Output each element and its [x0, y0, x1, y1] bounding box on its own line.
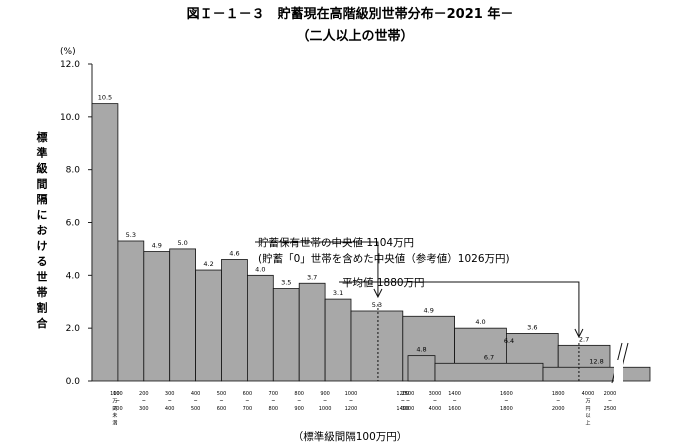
- y-axis-label-char: に: [37, 209, 48, 222]
- chart-subtitle: （二人以上の世帯）: [296, 28, 413, 44]
- bar: [221, 259, 248, 382]
- bar: [324, 298, 352, 382]
- median-pointer: [255, 241, 379, 296]
- x-tick-label: 1800 ~2000: [552, 391, 565, 412]
- x-tick-label: 500 ~600: [217, 391, 227, 412]
- y-tick-label: 12.0: [60, 60, 80, 70]
- bar-value-label: 6.4: [504, 337, 514, 345]
- x-tick-label: 3000 ~4000: [429, 391, 442, 412]
- y-tick-label: 10.0: [60, 113, 80, 123]
- median-arrowhead: [373, 288, 383, 299]
- y-axis-label-char: 準: [37, 146, 48, 160]
- y-axis-label-char: 世: [37, 270, 48, 284]
- y-tick-label: 0.0: [66, 377, 81, 387]
- bar-value-label: 3.6: [527, 323, 537, 331]
- y-axis-label-char: る: [37, 255, 48, 268]
- axis-break-gap: [614, 360, 623, 384]
- y-ticks: 0.0 2.0 4.0 6.0 8.0 10.0 12.0: [60, 60, 93, 387]
- bar: [434, 362, 544, 382]
- bar-value-label: 4.2: [203, 260, 213, 268]
- x-tick-label: 4000 万円以上: [582, 391, 595, 427]
- median-reference-annotation: (貯蓄「0」世帯を含めた中央値（参考値）1026万円): [258, 252, 510, 265]
- y-tick-label: 4.0: [66, 271, 81, 281]
- y-axis-label-char: 割: [37, 301, 48, 315]
- x-tick-label: 200 ~300: [139, 391, 149, 412]
- bar-value-label: 5.3: [372, 301, 382, 309]
- bar-value-label: 5.0: [177, 239, 187, 247]
- bar-value-label: 2.7: [579, 335, 589, 343]
- x-tick-label: 600 ~700: [243, 391, 253, 412]
- bar-value-label: 10.5: [98, 94, 112, 102]
- y-axis-label-char: 合: [37, 316, 49, 330]
- y-tick-label: 6.0: [66, 219, 81, 229]
- x-tick-label: 2000 ~2500: [604, 391, 617, 412]
- bar: [246, 274, 274, 382]
- bar-value-label: 12.8: [589, 357, 603, 365]
- bar: [143, 251, 171, 382]
- x-tick-label: 100 ~200: [113, 391, 123, 412]
- bar-value-label: 3.1: [333, 289, 343, 297]
- bar-value-label: 4.6: [229, 249, 239, 257]
- bar-value-label: 4.0: [255, 265, 265, 273]
- x-tick-label: 2500 ~3000: [402, 391, 415, 412]
- bar: [117, 240, 145, 382]
- x-tick-label: 1600 ~1800: [500, 391, 513, 412]
- x-axis-label: （標準級間隔100万円）: [293, 430, 408, 443]
- chart-title: 図Ｉ－１－３ 貯蓄現在高階級別世帯分布－2021 年－: [187, 6, 514, 22]
- bar-value-label: 4.9: [424, 306, 434, 314]
- y-axis-label-char: お: [37, 224, 48, 237]
- annotations: 貯蓄保有世帯の中央値 1104万円 (貯蓄「0」世帯を含めた中央値（参考値）102…: [255, 236, 584, 381]
- bar: [350, 310, 404, 382]
- mean-arrowhead: [574, 328, 584, 339]
- x-tick-label: 300 ~400: [165, 391, 175, 412]
- bar-value-label: 4.0: [475, 318, 485, 326]
- median-annotation: 貯蓄保有世帯の中央値 1104万円: [258, 236, 414, 249]
- x-tick-label: 1200 ~1400: [396, 391, 409, 412]
- x-tick-label: 1400 ~1600: [448, 391, 461, 412]
- mean-annotation: 平均値 1880万円: [342, 276, 425, 289]
- bar-value-label: 4.9: [152, 242, 162, 250]
- y-axis-label-char: 隔: [37, 192, 48, 206]
- y-tick-label: 8.0: [66, 166, 81, 176]
- y-axis-label-char: 級: [37, 161, 48, 175]
- bar: [407, 355, 436, 382]
- bar-value-label: 5.3: [126, 231, 136, 239]
- bar: [91, 103, 119, 382]
- mean-pointer: [339, 281, 580, 336]
- bar: [195, 269, 222, 382]
- bar-value-label: 4.8: [416, 346, 426, 354]
- bar: [542, 366, 651, 382]
- bar: [298, 282, 326, 382]
- y-axis-label-char: 帯: [37, 285, 48, 299]
- y-axis-label-char: け: [37, 240, 48, 253]
- bar: [169, 248, 196, 382]
- x-tick-label: 700 ~800: [269, 391, 279, 412]
- x-tick-label: 400 ~500: [191, 391, 201, 412]
- x-tick-label: 800 ~900: [294, 391, 304, 412]
- x-tick-label: 1000 ~1200: [345, 391, 358, 412]
- y-axis-label-char: 標: [37, 130, 48, 144]
- y-axis-label-char: 間: [37, 178, 48, 191]
- x-tick-label: 100 万円未満: [110, 391, 120, 427]
- bar: [272, 288, 300, 382]
- y-unit-label: (%): [60, 47, 76, 57]
- bar-value-label: 3.7: [307, 273, 317, 281]
- bars: [91, 103, 651, 384]
- x-tick-label: 900 ~1000: [319, 391, 332, 412]
- bar-labels: 10.5 5.3 4.9 5.0 4.2 4.6 4.0 3.5 3.7 3.1 5.3 4.9 4.0…: [98, 94, 604, 366]
- y-tick-label: 2.0: [66, 324, 81, 334]
- bar-value-label: 6.7: [484, 353, 494, 361]
- bar-value-label: 3.5: [281, 279, 291, 287]
